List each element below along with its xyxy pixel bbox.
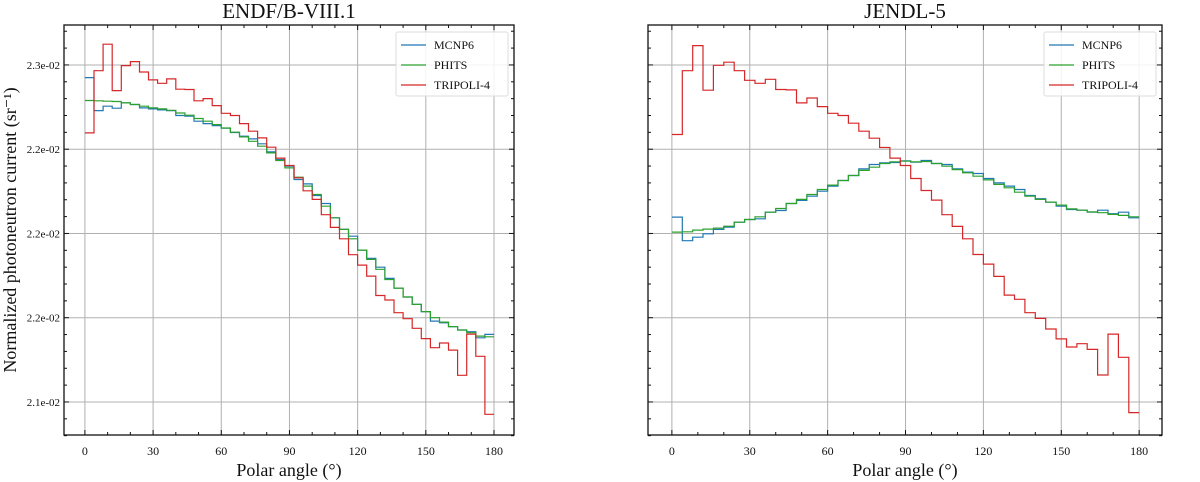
chart-title: ENDF/B-VIII.1 (222, 0, 356, 23)
plot-frame (647, 24, 1163, 436)
x-tick-label: 60 (822, 444, 834, 458)
legend-box (395, 31, 509, 97)
legend-label: PHITS (1082, 58, 1115, 72)
x-tick-label: 150 (417, 444, 435, 458)
chart-title: JENDL-5 (864, 0, 946, 23)
x-tick-label: 0 (82, 444, 88, 458)
x-tick-label: 120 (974, 444, 992, 458)
series-phits-line (84, 99, 494, 338)
y-tick-label: 2.2e-02 (27, 313, 60, 325)
legend-label: PHITS (434, 58, 467, 72)
x-tick-label: 90 (900, 444, 912, 458)
series-tripoli-4-line (84, 43, 494, 415)
x-axis-label: Polar angle (°) (852, 460, 957, 481)
panel-endf: 0 30 60 90 120 150 180 2.3e-02 2.2e-02 2.2e-02 2.2… (0, 0, 515, 481)
x-tick-label: 30 (147, 444, 159, 458)
legend-label: TRIPOLI-4 (1082, 78, 1138, 92)
y-axis-label: Normalized photoneutron current (sr⁻¹) (0, 87, 21, 372)
x-tick-label: 180 (485, 444, 503, 458)
legend-label: MCNP6 (1082, 38, 1122, 52)
series-phits-line (671, 160, 1140, 233)
series-tripoli-4-line (671, 45, 1140, 414)
legend-label: TRIPOLI-4 (434, 78, 490, 92)
panel-jendl: 0 30 60 90 120 150 180 JENDL-5 Polar angle (°) MC… (647, 0, 1163, 481)
x-tick-label: 90 (283, 444, 295, 458)
x-axis-label: Polar angle (°) (236, 460, 341, 481)
x-tick-label: 30 (744, 444, 756, 458)
legend: MCNP6 PHITS TRIPOLI-4 (1043, 31, 1157, 97)
y-tick-label: 2.2e-02 (27, 228, 60, 240)
x-tick-label: 180 (1130, 444, 1148, 458)
x-tick-label: 60 (215, 444, 227, 458)
y-tick-label: 2.1e-02 (27, 397, 60, 409)
legend: MCNP6 PHITS TRIPOLI-4 (395, 31, 509, 97)
legend-box (1043, 31, 1157, 97)
y-tick-label: 2.2e-02 (27, 144, 60, 156)
x-tick-label: 0 (669, 444, 675, 458)
legend-label: MCNP6 (434, 38, 474, 52)
x-tick-label: 150 (1052, 444, 1070, 458)
x-tick-label: 120 (349, 444, 367, 458)
y-tick-label: 2.3e-02 (27, 60, 60, 72)
